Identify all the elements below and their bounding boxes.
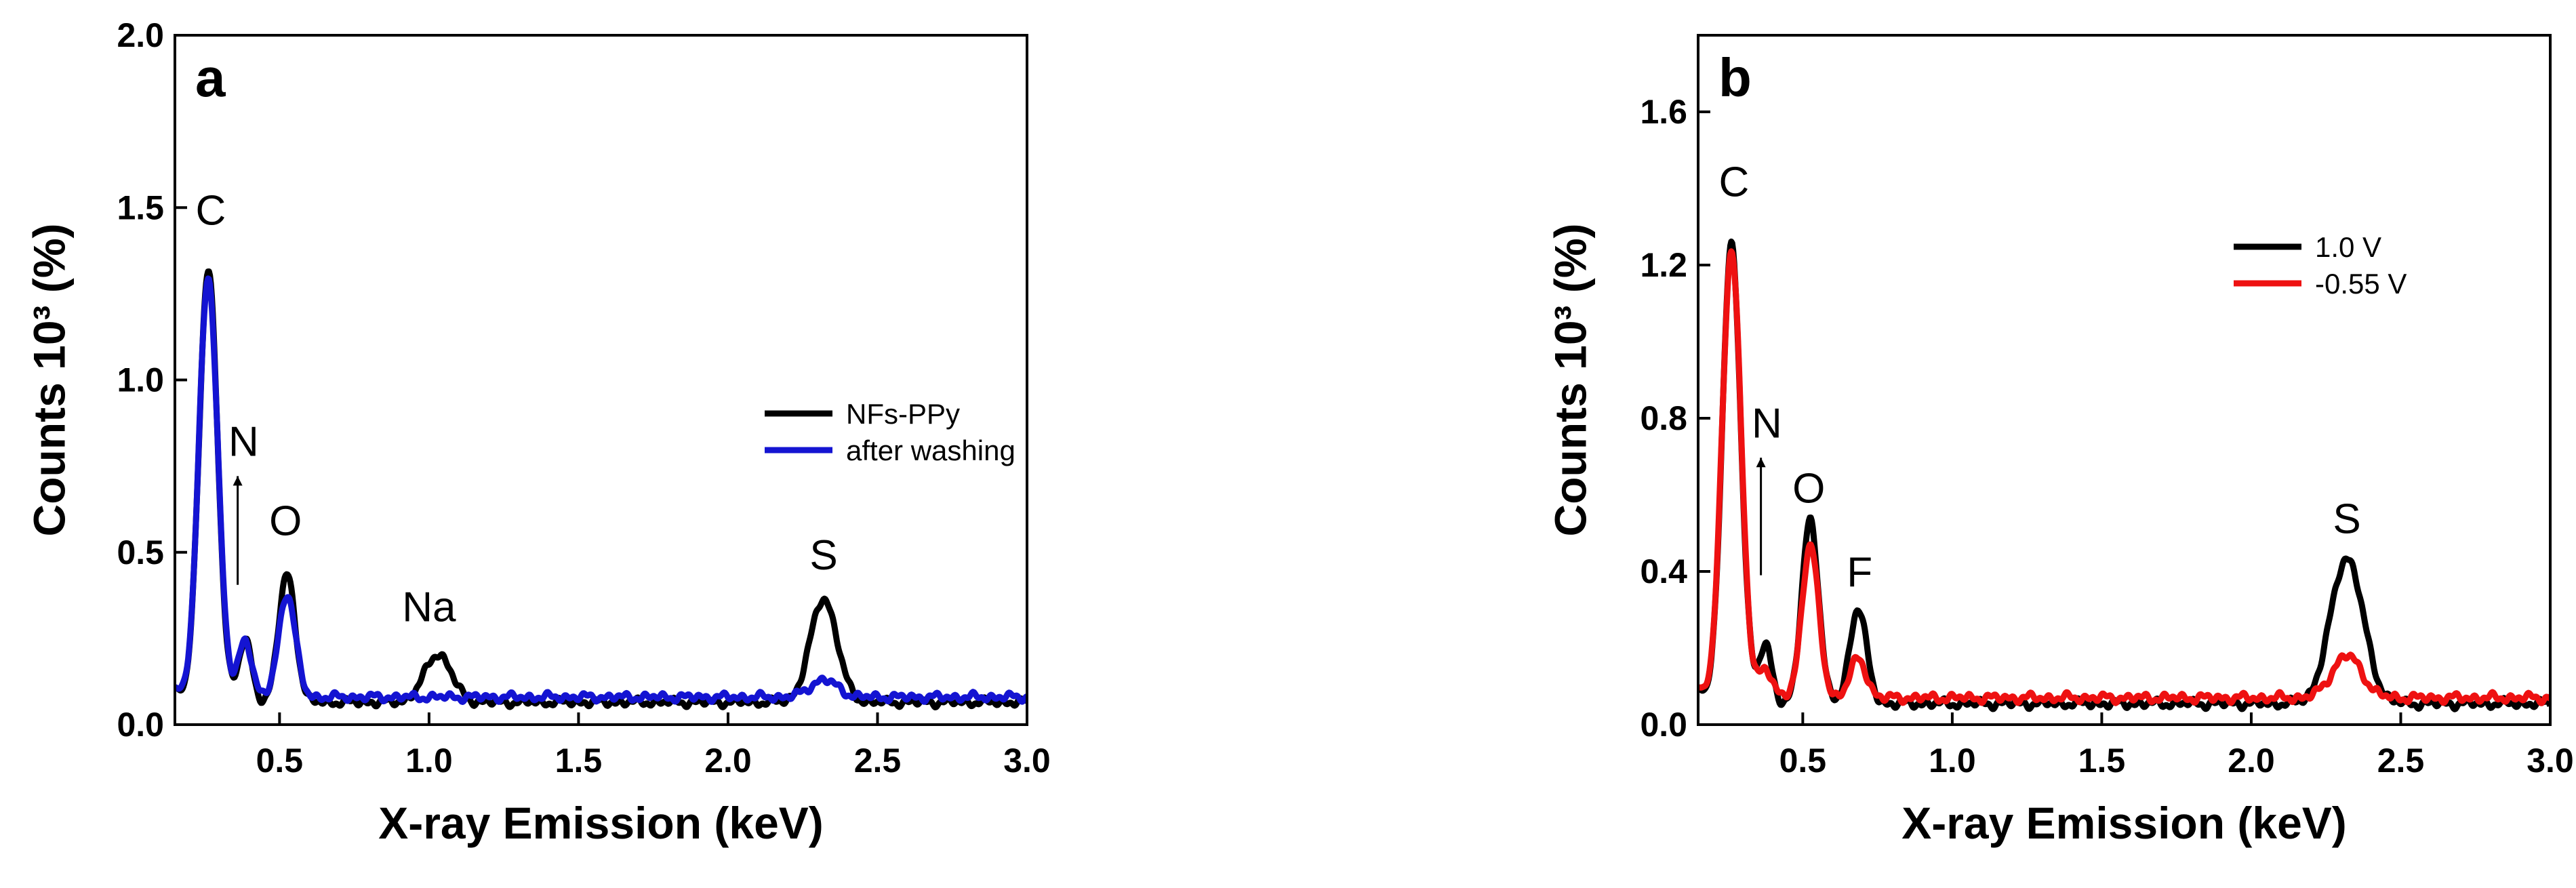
- peak-label: N: [228, 418, 259, 465]
- legend-label: NFs-PPy: [846, 398, 960, 430]
- x-tick-label: 1.0: [405, 742, 453, 780]
- x-tick-label: 2.0: [2228, 742, 2275, 780]
- panel-b: b Counts 10³ (%) X-ray Emission (keV) 0.…: [1545, 34, 2574, 848]
- peak-label: C: [1719, 159, 1750, 205]
- series-line: [1698, 238, 2550, 712]
- panel-letter-b: b: [1718, 47, 1752, 108]
- y-tick-label: 1.6: [1640, 93, 1687, 131]
- y-tick-label: 1.5: [117, 188, 164, 226]
- y-tick-label: 2.0: [117, 16, 164, 54]
- panel-letter-a: a: [195, 47, 226, 108]
- peak-label: C: [196, 188, 226, 235]
- plot-frame: [1697, 34, 2552, 726]
- series-line: [175, 268, 1027, 710]
- legend-label: 1.0 V: [2315, 231, 2381, 263]
- y-tick-label: 0.0: [117, 706, 164, 744]
- y-tick-label: 0.5: [117, 533, 164, 571]
- peak-label: O: [1792, 465, 1825, 512]
- y-tick-label: 0.4: [1640, 552, 1687, 590]
- x-tick-label: 0.5: [1779, 742, 1827, 780]
- x-tick-label: 1.5: [2078, 742, 2126, 780]
- y-tick-label: 0.8: [1640, 399, 1687, 437]
- peak-label: S: [809, 532, 837, 579]
- x-tick-label: 2.5: [854, 742, 902, 780]
- x-axis-title: X-ray Emission (keV): [378, 798, 824, 848]
- peak-label: S: [2333, 496, 2360, 543]
- y-axis-title: Counts 10³ (%): [1545, 224, 1595, 537]
- series-line: [1698, 248, 2550, 706]
- y-axis-title: Counts 10³ (%): [24, 224, 74, 537]
- y-tick-label: 1.2: [1640, 246, 1687, 284]
- x-tick-label: 3.0: [2527, 742, 2574, 780]
- x-tick-label: 2.0: [704, 742, 752, 780]
- y-tick-label: 0.0: [1640, 706, 1687, 744]
- x-tick-label: 3.0: [1003, 742, 1051, 780]
- peak-label: O: [269, 498, 302, 544]
- panel-a: a Counts 10³ (%) X-ray Emission (keV) 0.…: [24, 16, 1050, 848]
- peak-label: Na: [402, 584, 456, 630]
- x-tick-label: 0.5: [256, 742, 304, 780]
- x-tick-label: 1.0: [1929, 742, 1976, 780]
- legend-label: -0.55 V: [2315, 268, 2407, 300]
- x-axis-title: X-ray Emission (keV): [1901, 798, 2347, 848]
- legend-label: after washing: [846, 435, 1015, 466]
- peak-arrow-head: [233, 476, 243, 486]
- series-line: [175, 275, 1027, 705]
- x-tick-label: 1.5: [555, 742, 603, 780]
- x-tick-label: 2.5: [2377, 742, 2425, 780]
- peak-label: F: [1847, 550, 1872, 597]
- y-tick-label: 1.0: [117, 361, 164, 399]
- plot-frame: [174, 34, 1028, 726]
- peak-label: N: [1752, 400, 1782, 447]
- peak-arrow-head: [1756, 458, 1766, 468]
